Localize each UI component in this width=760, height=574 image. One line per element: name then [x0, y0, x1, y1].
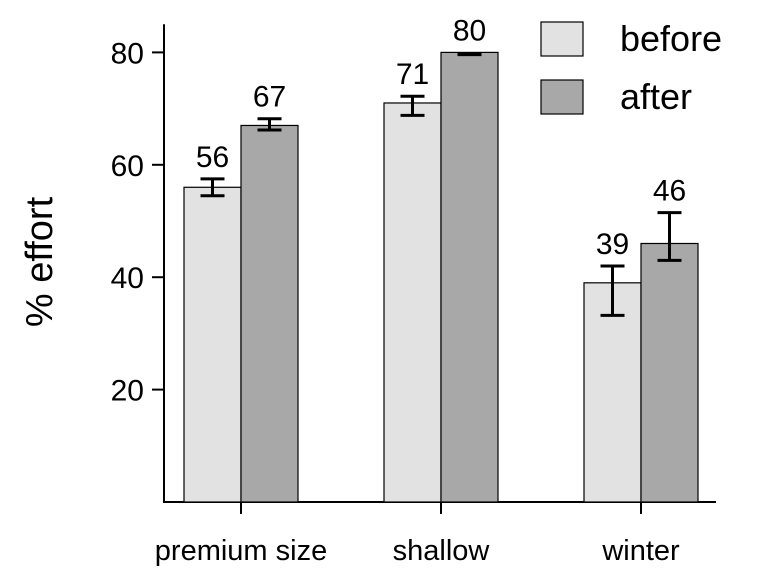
bar-before [583, 282, 642, 503]
y-axis-label: % effort [19, 196, 61, 327]
legend-swatch-before [540, 21, 584, 57]
data-label: 46 [653, 175, 686, 208]
bar-before [383, 102, 442, 503]
y-tick-label: 80 [111, 37, 144, 70]
data-label: 71 [396, 58, 429, 91]
bar-after [640, 242, 699, 503]
bar-after [240, 124, 299, 503]
legend: before after [540, 18, 722, 117]
data-label: 56 [196, 141, 229, 174]
y-tick-label: 20 [111, 375, 144, 408]
x-tick-label: premium size [155, 535, 327, 567]
bars: 56 71 39 67 80 46 [183, 14, 699, 503]
x-tick-label: winter [601, 535, 680, 567]
y-tick-label: 40 [111, 262, 144, 295]
data-label: 39 [596, 228, 629, 261]
legend-label: after [620, 76, 692, 117]
x-tick-label: shallow [393, 535, 491, 567]
bar-after [440, 51, 499, 503]
data-label: 80 [453, 14, 486, 47]
legend-label: before [620, 18, 722, 59]
y-tick-label: 60 [111, 150, 144, 183]
legend-swatch-after [540, 79, 584, 115]
axes: 20 40 60 80 premium size shallow winter [111, 24, 716, 567]
data-label: 67 [253, 81, 286, 114]
bar-before [183, 186, 242, 503]
